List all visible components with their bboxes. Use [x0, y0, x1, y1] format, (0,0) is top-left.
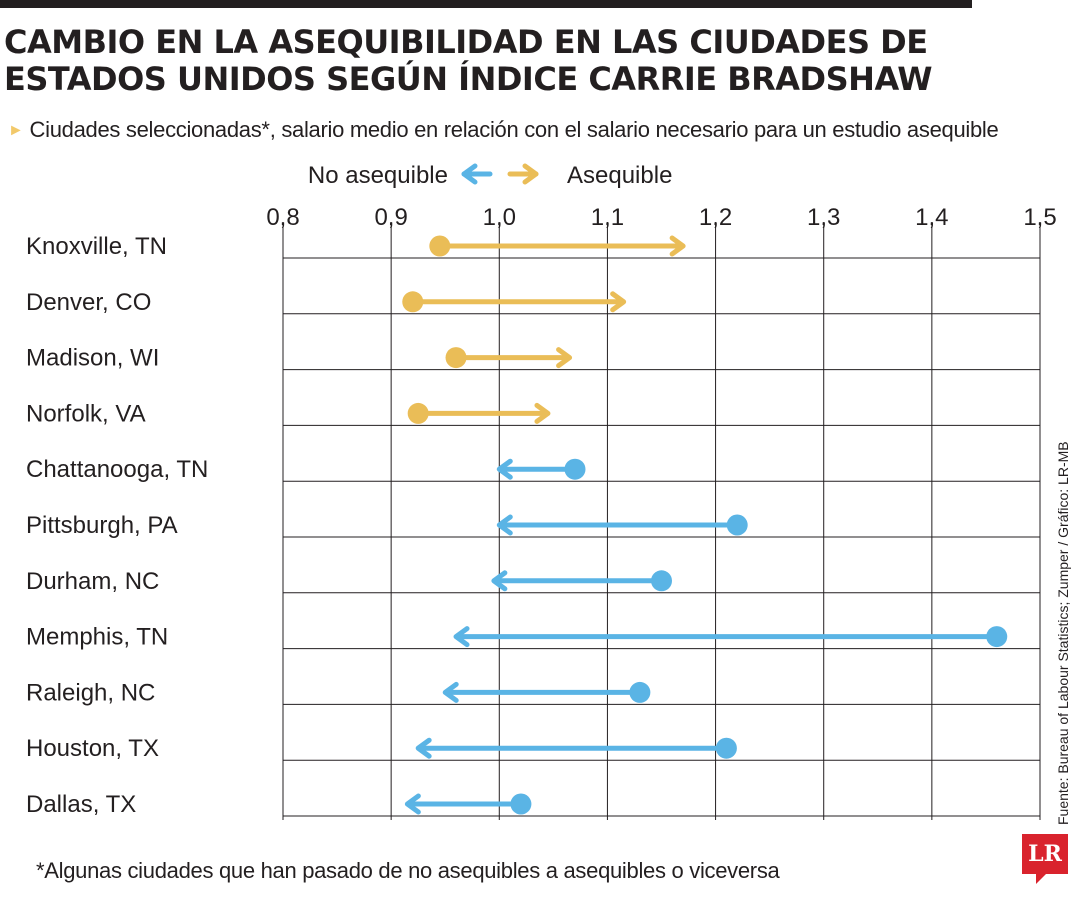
x-tick-label: 1,3: [807, 204, 840, 231]
x-tick-label: 1,1: [591, 204, 624, 231]
x-axis-ticks: 0,8 0,9 1,0 1,1 1,2 1,3 1,4 1,5: [266, 204, 1056, 231]
city-label: Pittsburgh, PA: [26, 512, 178, 539]
legend-label-asequible: Asequible: [567, 162, 672, 189]
x-tick-label: 1,2: [699, 204, 732, 231]
chart-row: Knoxville, TN: [26, 233, 1040, 260]
start-point: [407, 402, 429, 424]
chart-footnote: *Algunas ciudades que han pasado de no a…: [36, 858, 780, 883]
start-point: [986, 626, 1008, 648]
chart-row: Houston, TX: [26, 735, 1040, 762]
chart-grid: [282, 222, 1041, 820]
chart-svg: No asequible Asequible 0,8 0,9 1,0 1,1 1,2 1,3…: [26, 162, 1057, 820]
arrow-left-icon: [442, 681, 459, 703]
arrow-left-icon: [415, 737, 432, 759]
chart-subtitle: ► Ciudades seleccionadas*, salario medio …: [8, 116, 1076, 145]
city-label: Durham, NC: [26, 568, 159, 595]
arrow-right-icon: [669, 235, 686, 257]
city-label: Dallas, TX: [26, 791, 136, 818]
arrow-left-icon: [491, 570, 508, 592]
x-tick-label: 1,0: [483, 204, 516, 231]
start-point: [510, 793, 532, 815]
legend-label-no-asequible: No asequible: [308, 162, 448, 189]
arrow-left-icon: [496, 458, 513, 480]
start-point: [564, 458, 586, 480]
city-label: Memphis, TN: [26, 624, 168, 651]
chart-row: Denver, CO: [26, 289, 1040, 316]
chart-source: Fuente: Bureau of Labour Statistics; Zum…: [1055, 441, 1071, 825]
start-point: [629, 681, 651, 703]
chart-row: Chattanooga, TN: [26, 456, 1040, 483]
chart-legend: No asequible Asequible: [308, 162, 673, 189]
start-point: [726, 514, 748, 536]
chart-row: Durham, NC: [26, 568, 1040, 595]
arrow-right-icon: [610, 291, 627, 313]
arrow-left-icon: [404, 793, 421, 815]
legend-arrow-left-icon: [461, 163, 478, 185]
chart-row: Raleigh, NC: [26, 679, 1040, 706]
start-point: [651, 570, 672, 592]
city-label: Norfolk, VA: [26, 400, 146, 427]
top-rule: [0, 0, 972, 8]
x-tick-label: 0,8: [266, 204, 299, 231]
chart-row: Madison, WI: [26, 345, 1040, 372]
start-point: [445, 347, 467, 369]
arrow-right-icon: [556, 347, 573, 369]
lr-logo-tail: [1036, 874, 1046, 884]
start-point: [715, 737, 737, 759]
arrow-left-icon: [496, 514, 513, 536]
chart-row: Dallas, TX: [26, 791, 1040, 818]
x-tick-label: 0,9: [374, 204, 407, 231]
chart-rows: Knoxville, TN Denver, CO Madison, WI Norfol…: [26, 233, 1040, 818]
city-label: Houston, TX: [26, 735, 159, 762]
chart-title: CAMBIO EN LA ASEQUIBILIDAD EN LAS CIUDAD…: [4, 23, 933, 98]
city-label: Denver, CO: [26, 289, 151, 316]
chart-row: Memphis, TN: [26, 624, 1040, 651]
arrow-left-icon: [453, 626, 470, 648]
lr-logo: LR: [1022, 834, 1068, 874]
x-tick-label: 1,4: [915, 204, 948, 231]
start-point: [402, 291, 424, 313]
start-point: [429, 235, 451, 257]
chart-row: Norfolk, VA: [26, 400, 1040, 427]
subtitle-text: Ciudades seleccionadas*, salario medio e…: [29, 117, 999, 142]
legend-arrow-right-icon: [522, 163, 539, 185]
triangle-bullet-icon: ►: [8, 122, 24, 139]
arrow-right-icon: [534, 402, 551, 424]
city-label: Chattanooga, TN: [26, 456, 208, 483]
city-label: Knoxville, TN: [26, 233, 167, 260]
x-tick-label: 1,5: [1023, 204, 1056, 231]
city-label: Raleigh, NC: [26, 679, 155, 706]
city-label: Madison, WI: [26, 345, 159, 372]
chart-row: Pittsburgh, PA: [26, 512, 1040, 539]
